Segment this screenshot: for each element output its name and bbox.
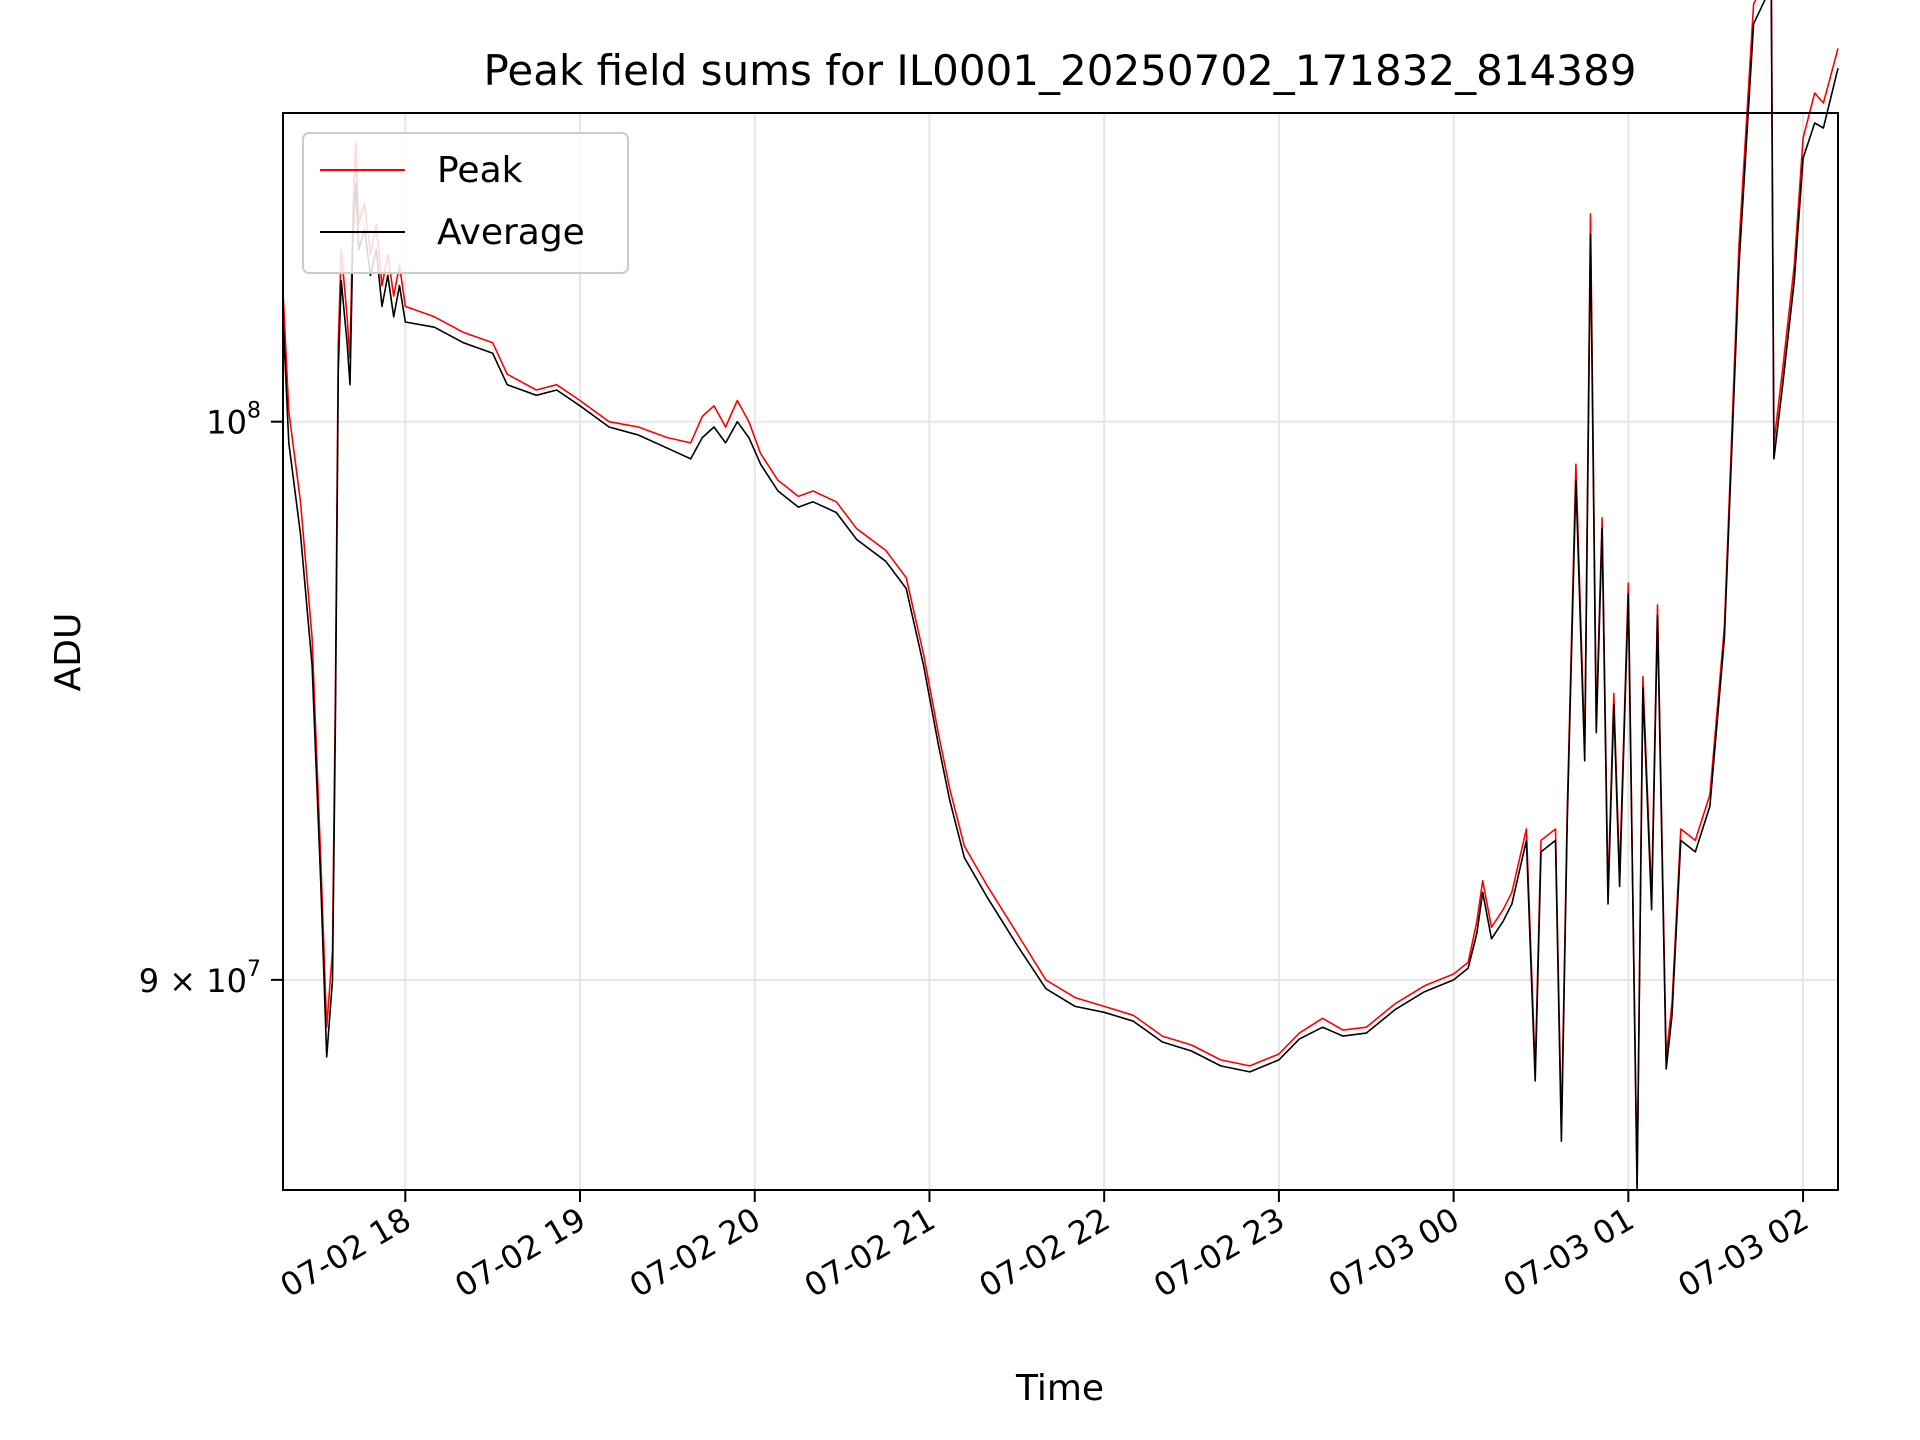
legend-label: Peak bbox=[437, 150, 523, 191]
y-tick-label: 108 bbox=[206, 399, 261, 442]
y-axis-label: ADU bbox=[48, 613, 89, 692]
grid bbox=[283, 113, 1838, 1190]
y-tick-label: 9 × 107 bbox=[139, 957, 261, 1000]
chart-title: Peak field sums for IL0001_20250702_1718… bbox=[484, 46, 1637, 95]
legend: Peak Average bbox=[302, 132, 629, 274]
plot-frame bbox=[282, 112, 1839, 1191]
legend-box bbox=[302, 132, 629, 274]
x-axis-label: Time bbox=[1015, 1368, 1104, 1409]
series-line-average bbox=[282, 0, 1839, 1191]
series-layer bbox=[282, 0, 1839, 1191]
y-axis-ticks: 108 9 × 107 bbox=[139, 399, 283, 1000]
legend-label: Average bbox=[437, 212, 585, 253]
